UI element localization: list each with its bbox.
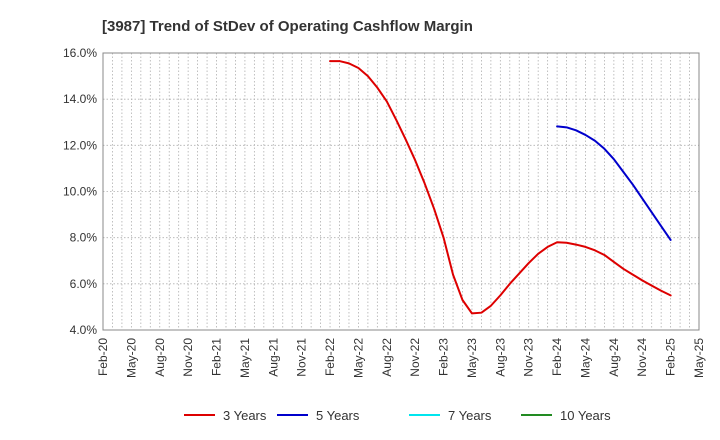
y-tick-label: 12.0% [63,138,97,152]
grid [102,52,700,331]
x-tick-label: Feb-21 [210,338,224,376]
y-tick-label: 8.0% [70,231,98,245]
x-tick-label: Nov-24 [635,338,649,377]
x-tick-label: Aug-24 [607,338,621,377]
x-tick-label: May-23 [465,338,479,378]
x-tick-label: May-24 [578,338,592,378]
chart-title: [3987] Trend of StDev of Operating Cashf… [102,18,473,35]
y-tick-label: 16.0% [63,46,97,60]
legend-label: 3 Years [223,408,267,423]
y-tick-label: 4.0% [70,323,98,337]
x-tick-label: Nov-21 [295,338,309,377]
x-tick-label: Feb-20 [96,338,110,376]
y-tick-label: 6.0% [70,277,98,291]
x-tick-label: Nov-22 [408,338,422,377]
x-tick-label: Feb-24 [550,338,564,376]
x-tick-label: Nov-20 [181,338,195,377]
x-tick-label: May-20 [124,338,138,378]
x-tick-label: Feb-23 [437,338,451,376]
x-tick-label: Aug-22 [380,338,394,377]
legend-label: 5 Years [316,408,360,423]
x-tick-label: Aug-20 [153,338,167,377]
x-tick-label: Nov-23 [522,338,536,377]
series-line-5-years [556,125,672,241]
x-tick-label: Aug-23 [493,338,507,377]
x-tick-label: Aug-21 [266,338,280,377]
series-lines [329,60,672,315]
y-axis-ticks: 4.0% 6.0% 8.0% 10.0% 12.0% 14.0% 16.0% [63,46,97,337]
legend-label: 10 Years [560,408,611,423]
y-tick-label: 14.0% [63,92,97,106]
x-tick-label: May-25 [692,338,706,378]
legend: 3 Years 5 Years 7 Years 10 Years [184,408,611,423]
x-tick-label: May-22 [351,338,365,378]
x-axis-ticks: Feb-20 May-20 Aug-20 Nov-20 Feb-21 May-21 Aug-… [96,338,706,378]
y-tick-label: 10.0% [63,185,97,199]
legend-label: 7 Years [448,408,492,423]
x-tick-label: Feb-22 [323,338,337,376]
plot-frame [102,52,700,331]
x-tick-label: May-21 [238,338,252,378]
x-tick-label: Feb-25 [664,338,678,376]
series-line-3-years [329,60,672,315]
